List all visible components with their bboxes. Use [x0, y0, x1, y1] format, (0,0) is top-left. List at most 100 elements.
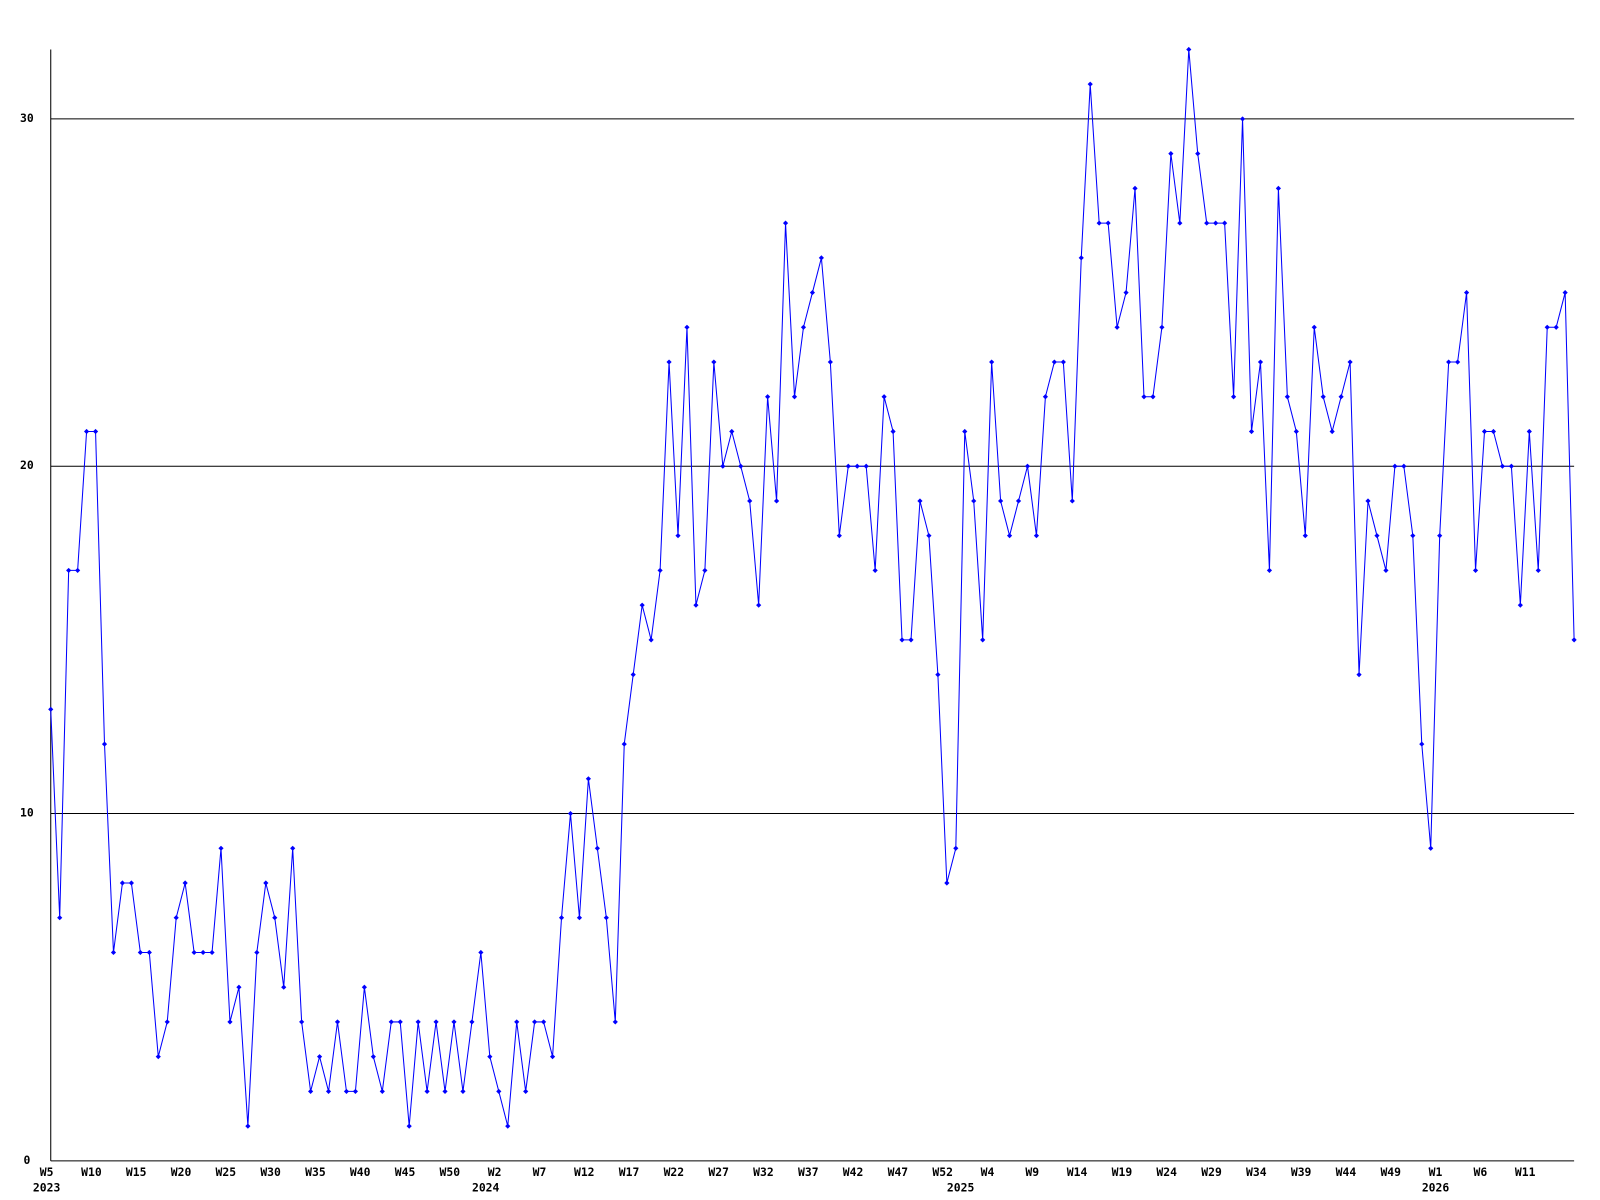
- point: [1132, 185, 1138, 191]
- point: [119, 880, 126, 886]
- point: [1481, 428, 1488, 435]
- point: [962, 428, 968, 435]
- point: [182, 880, 188, 886]
- x-year-label: 2024: [472, 1181, 500, 1195]
- point: [146, 949, 152, 956]
- point: [361, 984, 367, 990]
- point: [218, 845, 224, 851]
- x-tick-label: W22: [664, 1165, 685, 1179]
- x-tick-label: W47: [888, 1165, 909, 1179]
- point: [971, 498, 977, 504]
- point: [1239, 116, 1246, 122]
- x-tick-label: W6: [1473, 1165, 1487, 1179]
- point: [1401, 463, 1407, 469]
- point: [845, 463, 851, 469]
- point: [935, 672, 941, 678]
- point: [1257, 359, 1264, 365]
- point: [541, 1019, 547, 1025]
- point: [75, 567, 81, 573]
- point: [612, 1019, 618, 1025]
- point: [325, 1088, 332, 1094]
- point: [92, 428, 99, 435]
- point: [818, 255, 824, 261]
- point: [236, 984, 242, 990]
- point: [1347, 359, 1353, 365]
- point: [1078, 255, 1084, 261]
- point: [1499, 463, 1506, 469]
- point: [621, 741, 627, 747]
- point: [1410, 533, 1416, 539]
- point: [370, 1054, 376, 1060]
- y-tick-label: 20: [20, 458, 34, 472]
- point: [1455, 359, 1461, 365]
- x-year-label: 2026: [1422, 1181, 1450, 1195]
- point: [773, 498, 780, 504]
- point: [1392, 463, 1398, 469]
- point: [227, 1019, 233, 1025]
- point: [1284, 394, 1290, 400]
- point: [1374, 533, 1380, 539]
- x-year-label: 2025: [947, 1181, 975, 1195]
- point: [1535, 567, 1541, 573]
- point: [128, 880, 134, 886]
- x-tick-label: W49: [1380, 1165, 1401, 1179]
- point: [460, 1088, 466, 1094]
- point: [675, 533, 681, 539]
- point: [101, 741, 108, 747]
- x-tick-label: W25: [216, 1165, 237, 1179]
- point: [1024, 463, 1031, 469]
- point: [729, 428, 735, 435]
- point: [603, 915, 609, 921]
- point: [245, 1123, 251, 1129]
- x-tick-label: W2: [488, 1165, 502, 1179]
- point: [1517, 602, 1523, 608]
- point: [1356, 672, 1362, 678]
- point: [576, 915, 583, 921]
- point: [478, 949, 484, 956]
- point: [83, 428, 90, 435]
- point: [998, 498, 1004, 504]
- point: [989, 359, 995, 365]
- point: [1213, 220, 1219, 226]
- line: [50, 49, 1575, 1127]
- point: [639, 602, 645, 608]
- point: [881, 394, 887, 400]
- x-tick-label: W17: [619, 1165, 640, 1179]
- point: [1320, 394, 1326, 400]
- point: [155, 1054, 161, 1060]
- x-tick-label: W50: [440, 1165, 461, 1179]
- point: [1526, 428, 1532, 435]
- point: [1150, 394, 1156, 400]
- x-tick-label: W10: [81, 1165, 102, 1179]
- point: [1006, 533, 1013, 539]
- point: [1015, 498, 1022, 504]
- x-tick-label: W27: [708, 1165, 729, 1179]
- x-tick-label: W29: [1201, 1165, 1222, 1179]
- point: [836, 533, 842, 539]
- point: [352, 1088, 359, 1094]
- point: [290, 845, 296, 851]
- x-tick-label: W34: [1246, 1165, 1267, 1179]
- point: [1571, 637, 1577, 643]
- point: [854, 463, 860, 469]
- point: [433, 1019, 439, 1025]
- point: [397, 1019, 403, 1025]
- y-tick-label: 30: [20, 111, 34, 125]
- x-tick-label: W52: [932, 1165, 953, 1179]
- point: [532, 1019, 538, 1025]
- point: [406, 1123, 412, 1129]
- point: [1231, 394, 1237, 400]
- point: [899, 637, 905, 643]
- point: [173, 915, 179, 921]
- point: [281, 984, 287, 990]
- point: [684, 324, 690, 330]
- point: [693, 602, 699, 608]
- x-tick-label: W37: [798, 1165, 819, 1179]
- point: [1060, 359, 1066, 365]
- point: [747, 498, 753, 504]
- point: [791, 394, 798, 400]
- point: [1419, 741, 1425, 747]
- point: [720, 463, 726, 469]
- point: [1177, 220, 1183, 226]
